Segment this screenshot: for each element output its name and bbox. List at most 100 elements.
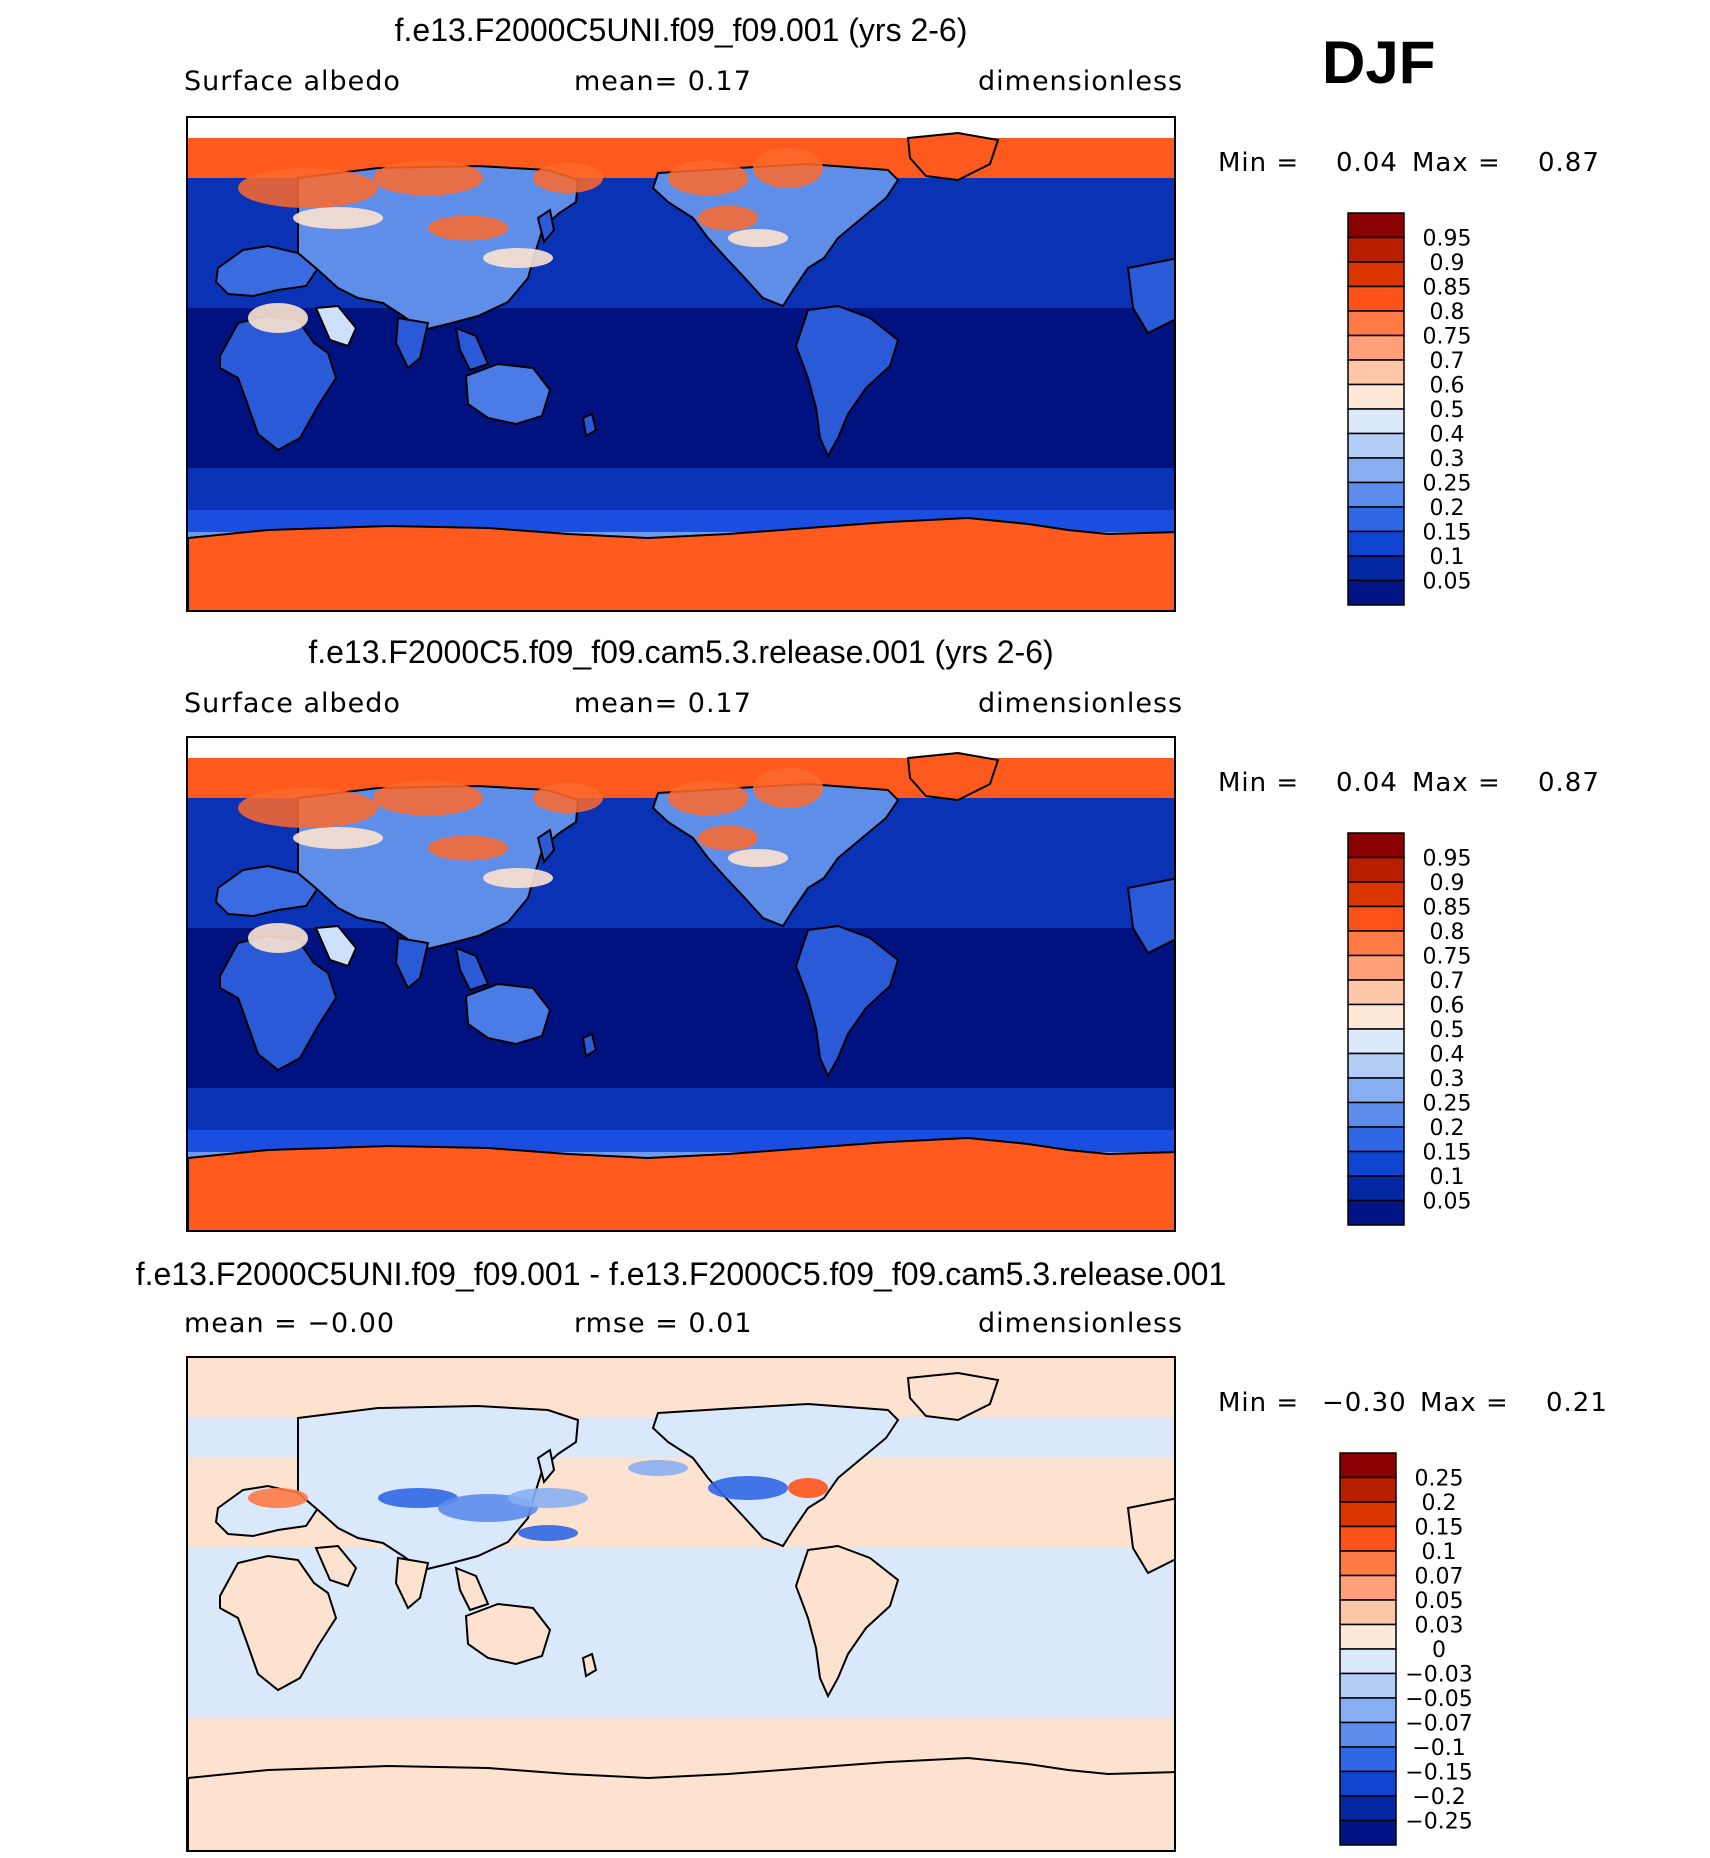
colorbar-swatch [1347, 236, 1405, 263]
colorbar-tick-label: 0.85 [1423, 276, 1472, 301]
panel-1-colorbar: 0.95 0.9 0.85 0.8 0.75 0.7 0.6 0.5 0.4 0.3 0.25 0.2… [1347, 212, 1497, 608]
panel-3-mean-label: mean = −0.00 [184, 1308, 396, 1339]
panel-3-units-label: dimensionless [978, 1308, 1184, 1339]
colorbar-tick-label: −0.05 [1405, 1687, 1472, 1712]
colorbar-tick-label: 0.15 [1415, 1516, 1464, 1541]
colorbar-swatch [1347, 334, 1405, 361]
colorbar-swatch [1339, 1525, 1397, 1552]
colorbar-swatch [1347, 954, 1405, 981]
colorbar-tick-label: 0.6 [1430, 994, 1465, 1019]
colorbar-swatch [1339, 1819, 1397, 1846]
colorbar-swatch [1347, 432, 1405, 459]
colorbar-swatch [1339, 1452, 1397, 1479]
colorbar-tick-label: 0.4 [1430, 423, 1465, 448]
colorbar-tick-label: 0.75 [1423, 325, 1472, 350]
colorbar-tick-label: 0.1 [1430, 545, 1465, 570]
colorbar-tick-label: 0.4 [1430, 1043, 1465, 1068]
colorbar-swatch [1339, 1550, 1397, 1577]
colorbar-tick-label: 0.3 [1430, 447, 1465, 472]
panel-3-colorbar: 0.25 0.2 0.15 0.1 0.07 0.05 0.03 0 −0.03 −0.05 −0.… [1339, 1452, 1489, 1848]
colorbar-tick-label: 0.25 [1423, 1092, 1472, 1117]
panel-3-min-label: Min = [1218, 1388, 1300, 1418]
colorbar-swatch [1339, 1770, 1397, 1797]
colorbar-swatch [1347, 1175, 1405, 1202]
colorbar-swatch [1347, 905, 1405, 932]
colorbar-tick-label: 0.2 [1430, 1116, 1465, 1141]
colorbar-swatch [1347, 383, 1405, 410]
colorbar-swatch [1347, 930, 1405, 957]
colorbar-swatch [1347, 481, 1405, 508]
season-label: DJF [1322, 29, 1436, 96]
panel-2-variable-label: Surface albedo [184, 688, 401, 719]
colorbar-swatch [1339, 1795, 1397, 1822]
panel-2-min-label: Min = [1218, 768, 1300, 798]
colorbar-swatch [1347, 506, 1405, 533]
colorbar-tick-label: 0.7 [1430, 349, 1465, 374]
colorbar-swatch [1347, 408, 1405, 435]
colorbar-swatch [1347, 579, 1405, 606]
colorbar-swatch [1347, 1028, 1405, 1055]
colorbar-tick-label: 0.07 [1415, 1565, 1464, 1590]
panel-3-max-value: 0.21 [1546, 1388, 1608, 1418]
colorbar-swatch [1347, 1052, 1405, 1079]
colorbar-swatch [1347, 555, 1405, 582]
colorbar-swatch [1347, 1150, 1405, 1177]
colorbar-swatch [1347, 1101, 1405, 1128]
colorbar-swatch [1347, 1199, 1405, 1226]
colorbar-tick-label: 0.5 [1430, 1018, 1465, 1043]
colorbar-tick-label: 0.2 [1422, 1491, 1457, 1516]
colorbar-tick-label: −0.07 [1405, 1712, 1472, 1737]
colorbar-tick-label: 0.8 [1430, 920, 1465, 945]
colorbar-tick-label: 0.7 [1430, 969, 1465, 994]
colorbar-swatch [1339, 1746, 1397, 1773]
colorbar-swatch [1347, 530, 1405, 557]
colorbar-tick-label: −0.25 [1405, 1810, 1472, 1835]
panel-2-units-label: dimensionless [978, 688, 1184, 719]
colorbar-tick-label: 0 [1432, 1638, 1446, 1663]
colorbar-tick-label: −0.1 [1412, 1736, 1465, 1761]
panel-2-map [186, 736, 1176, 1232]
colorbar-swatch [1347, 285, 1405, 312]
colorbar-tick-label: 0.05 [1415, 1589, 1464, 1614]
panel-3-min-value: −0.30 [1322, 1388, 1407, 1418]
colorbar-tick-label: 0.8 [1430, 300, 1465, 325]
colorbar-tick-label: 0.3 [1430, 1067, 1465, 1092]
panel-1-min-value: 0.04 [1336, 148, 1398, 178]
colorbar-swatch [1339, 1574, 1397, 1601]
panel-3-map [186, 1356, 1176, 1852]
colorbar-tick-label: −0.03 [1405, 1663, 1472, 1688]
colorbar-tick-label: 0.1 [1422, 1540, 1457, 1565]
colorbar-swatch [1347, 1003, 1405, 1030]
colorbar-tick-label: 0.6 [1430, 374, 1465, 399]
colorbar-tick-label: 0.03 [1415, 1614, 1464, 1639]
panel-3-title: f.e13.F2000C5UNI.f09_f09.001 - f.e13.F20… [135, 1256, 1227, 1292]
panel-1-max-value: 0.87 [1538, 148, 1600, 178]
colorbar-swatch [1347, 832, 1405, 859]
panel-1-map [186, 116, 1176, 612]
panel-1-max-label: Max = [1412, 148, 1501, 178]
panel-1-mean-label: mean= 0.17 [574, 66, 752, 97]
colorbar-tick-label: 0.95 [1423, 227, 1472, 252]
colorbar-tick-label: 0.15 [1423, 521, 1472, 546]
colorbar-swatch [1347, 457, 1405, 484]
colorbar-swatch [1347, 212, 1405, 239]
colorbar-tick-label: 0.75 [1423, 945, 1472, 970]
colorbar-tick-label: 0.85 [1423, 896, 1472, 921]
colorbar-tick-label: 0.2 [1430, 496, 1465, 521]
colorbar-tick-label: 0.95 [1423, 847, 1472, 872]
colorbar-tick-label: 0.15 [1423, 1141, 1472, 1166]
panel-1-min-label: Min = [1218, 148, 1300, 178]
colorbar-swatch [1339, 1623, 1397, 1650]
panel-3-max-label: Max = [1420, 1388, 1509, 1418]
colorbar-swatch [1347, 359, 1405, 386]
colorbar-swatch [1339, 1599, 1397, 1626]
colorbar-swatch [1339, 1721, 1397, 1748]
colorbar-tick-label: 0.05 [1423, 1190, 1472, 1215]
colorbar-tick-label: −0.2 [1412, 1785, 1465, 1810]
colorbar-swatch [1347, 1077, 1405, 1104]
colorbar-swatch [1347, 881, 1405, 908]
panel-1-title: f.e13.F2000C5UNI.f09_f09.001 (yrs 2-6) [394, 12, 968, 48]
colorbar-swatch [1347, 261, 1405, 288]
panel-2-min-value: 0.04 [1336, 768, 1398, 798]
colorbar-tick-label: 0.9 [1430, 251, 1465, 276]
